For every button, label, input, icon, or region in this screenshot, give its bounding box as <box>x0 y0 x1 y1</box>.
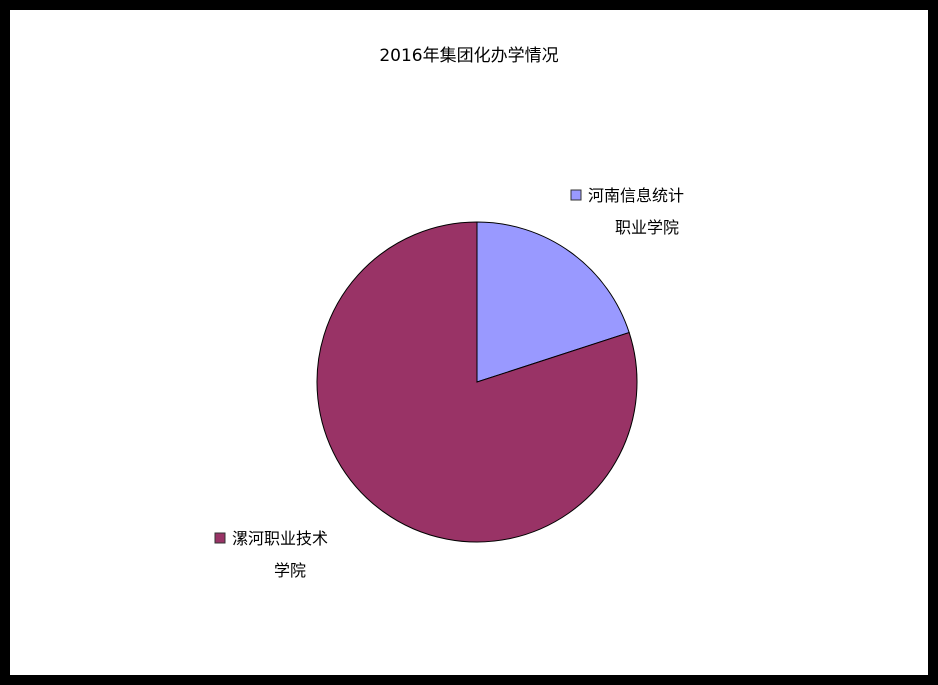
pie-slices <box>316 221 638 543</box>
slice-label-1: 漯河职业技术 学院 <box>214 529 328 580</box>
chart-title: 2016年集团化办学情况 <box>379 46 558 66</box>
legend-swatch-0 <box>570 189 582 201</box>
pie-slice-1 <box>316 221 638 543</box>
pie-slice-0 <box>476 221 630 383</box>
slice-label-0-line-2: 职业学院 <box>615 218 679 237</box>
slice-label-1-line-1: 漯河职业技术 <box>232 529 328 548</box>
legend-swatch-1 <box>214 532 226 544</box>
pie-chart: 2016年集团化办学情况 河南信息统计 职业学院 漯河职业技术 学院 <box>214 46 684 580</box>
slice-label-1-line-2: 学院 <box>274 561 306 580</box>
slice-label-0: 河南信息统计 职业学院 <box>570 186 684 237</box>
slice-label-0-line-1: 河南信息统计 <box>588 186 684 205</box>
